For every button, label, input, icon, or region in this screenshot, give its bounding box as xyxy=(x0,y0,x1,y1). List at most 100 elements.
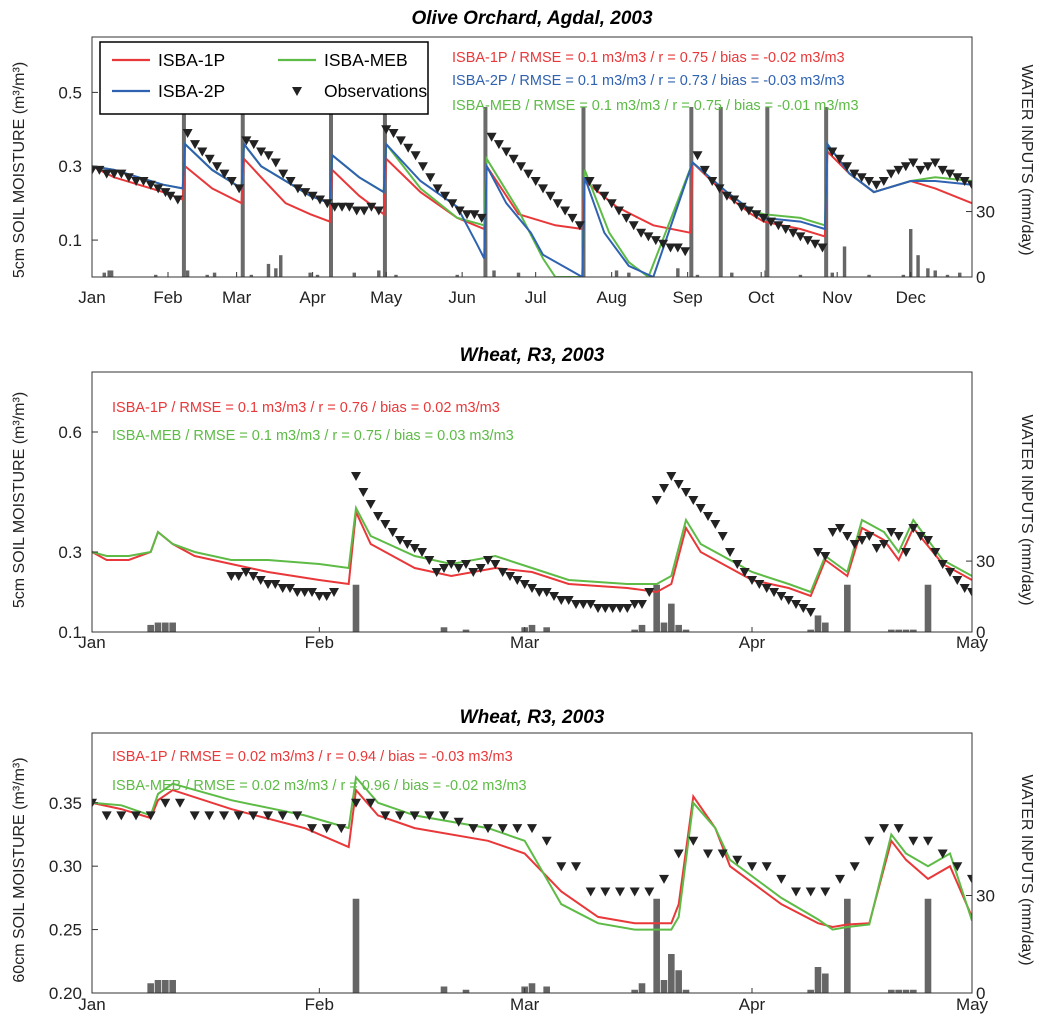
y-tick-label: 0.30 xyxy=(49,857,82,876)
observation-point xyxy=(747,862,757,871)
water-input-bar xyxy=(676,268,679,277)
water-input-bar xyxy=(377,270,380,277)
x-tick-label: May xyxy=(370,288,403,307)
legend-label: ISBA-1P xyxy=(158,50,225,70)
observation-point xyxy=(680,247,690,256)
observation-point xyxy=(879,824,889,833)
chart-title: Wheat, R3, 2003 xyxy=(460,707,605,728)
water-input-bar xyxy=(668,604,675,632)
observation-point xyxy=(322,592,332,601)
water-input-bar xyxy=(543,987,550,994)
x-tick-label: May xyxy=(956,995,989,1014)
observation-point xyxy=(359,207,369,216)
observation-point xyxy=(373,512,383,521)
observation-point xyxy=(703,512,713,521)
observation-point xyxy=(542,837,552,846)
observation-point xyxy=(644,588,654,597)
water-input-bar xyxy=(958,273,961,277)
water-input-bar xyxy=(441,627,448,632)
observation-point xyxy=(871,181,881,190)
stats-line: ISBA-MEB / RMSE = 0.1 m3/m3 / r = 0.75 /… xyxy=(452,98,859,114)
observation-point xyxy=(681,488,691,497)
water-input-bar xyxy=(155,980,162,993)
observation-point xyxy=(630,888,640,897)
observation-point xyxy=(703,850,713,859)
water-input-bar xyxy=(186,270,189,277)
y2-tick-label: 30 xyxy=(976,552,995,571)
observation-point xyxy=(234,811,244,820)
observation-point xyxy=(366,500,376,509)
observation-point xyxy=(872,544,882,553)
legend-label: Observations xyxy=(324,81,427,101)
series-line-isba-1p xyxy=(92,790,972,927)
y-tick-label: 0.6 xyxy=(58,423,82,442)
water-input-bar xyxy=(675,625,682,632)
y2-tick-label: 30 xyxy=(976,887,995,906)
x-tick-label: Apr xyxy=(299,288,326,307)
observation-point xyxy=(278,811,288,820)
x-tick-label: Feb xyxy=(305,633,334,652)
observation-point xyxy=(659,875,669,884)
observation-point xyxy=(322,824,332,833)
observation-point xyxy=(864,837,874,846)
observation-point xyxy=(923,837,933,846)
water-input-bar xyxy=(279,255,282,277)
observation-point xyxy=(204,811,214,820)
observation-point xyxy=(850,540,860,549)
water-input-bar xyxy=(492,270,495,277)
series-line-isba-meb xyxy=(92,508,972,592)
water-input-bar xyxy=(441,987,448,994)
stats-line: ISBA-1P / RMSE = 0.1 m3/m3 / r = 0.75 / … xyxy=(452,50,845,66)
x-tick-label: Mar xyxy=(510,633,540,652)
water-input-bar xyxy=(909,229,912,277)
water-input-bar xyxy=(815,615,822,632)
x-tick-label: Sep xyxy=(673,288,703,307)
observation-point xyxy=(512,824,522,833)
y-tick-label: 0.20 xyxy=(49,984,82,1003)
observation-point xyxy=(102,811,112,820)
water-input-bar xyxy=(267,264,270,277)
x-tick-label: Jan xyxy=(78,288,105,307)
observation-point xyxy=(776,875,786,884)
water-input-bar xyxy=(353,585,360,632)
observation-point xyxy=(820,888,830,897)
water-input-bar xyxy=(675,970,682,993)
water-input-bar xyxy=(274,268,277,277)
observation-point xyxy=(762,862,772,871)
y2-axis-label: WATER INPUTS (mm/day) xyxy=(1018,414,1035,605)
observation-point xyxy=(131,811,141,820)
observation-point xyxy=(637,600,647,609)
x-tick-label: Aug xyxy=(597,288,627,307)
observation-point xyxy=(688,837,698,846)
observation-point xyxy=(652,496,662,505)
stats-line: ISBA-MEB / RMSE = 0.1 m3/m3 / r = 0.75 /… xyxy=(112,428,514,444)
series-line-isba-meb xyxy=(92,777,972,929)
y-axis-label: 5cm SOIL MOISTURE (m³/m³) xyxy=(11,392,28,608)
plot-area xyxy=(87,107,977,277)
x-tick-label: Mar xyxy=(222,288,252,307)
water-input-bar xyxy=(169,980,176,993)
observations-markers xyxy=(87,799,977,897)
observation-point xyxy=(411,151,421,160)
water-input-bar xyxy=(147,625,154,632)
observation-point xyxy=(175,799,185,808)
water-input-bar xyxy=(926,268,929,277)
observation-point xyxy=(395,811,405,820)
observation-point xyxy=(894,824,904,833)
y-tick-label: 0.25 xyxy=(49,921,82,940)
y2-axis-label: WATER INPUTS (mm/day) xyxy=(1018,64,1035,255)
y2-tick-label: 0 xyxy=(976,268,985,287)
water-input-bar xyxy=(529,625,536,632)
legend-label: ISBA-2P xyxy=(158,81,225,101)
observation-point xyxy=(674,850,684,859)
stats-line: ISBA-1P / RMSE = 0.02 m3/m3 / r = 0.94 /… xyxy=(112,749,513,765)
water-input-bar xyxy=(934,270,937,277)
observation-point xyxy=(556,862,566,871)
x-tick-label: Nov xyxy=(822,288,853,307)
water-input-bar xyxy=(822,623,829,632)
observations-markers xyxy=(226,472,977,617)
chart-title: Wheat, R3, 2003 xyxy=(460,345,605,366)
observation-point xyxy=(600,888,610,897)
water-input-bar xyxy=(110,270,113,277)
